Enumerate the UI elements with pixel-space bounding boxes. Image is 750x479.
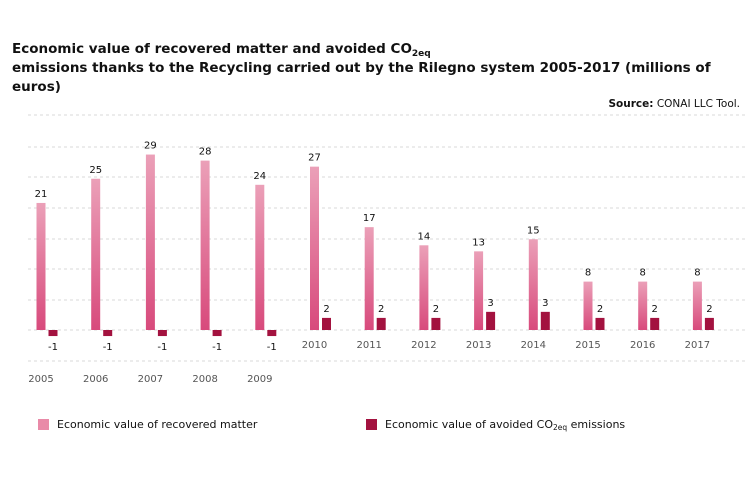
value-label-avoided: -1 xyxy=(267,342,277,353)
bar-recovered xyxy=(91,178,101,330)
value-label-avoided: -1 xyxy=(212,342,222,353)
source-label: Source: xyxy=(608,98,654,110)
value-label-avoided: -1 xyxy=(103,342,113,353)
bar-recovered xyxy=(200,160,210,330)
value-label-avoided: 2 xyxy=(433,304,439,315)
x-tick-label: 2016 xyxy=(630,340,655,351)
x-tick-label: 2011 xyxy=(356,340,381,351)
bar-recovered xyxy=(364,227,374,330)
source-text: CONAI LLC Tool. xyxy=(656,98,740,110)
value-label-avoided: 2 xyxy=(706,304,712,315)
title-line1: Economic value of recovered matter and a… xyxy=(12,41,431,59)
bar-avoided xyxy=(704,317,714,330)
bar-avoided xyxy=(486,311,496,330)
value-label-recovered: 8 xyxy=(585,268,591,279)
value-label-recovered: 14 xyxy=(418,231,431,242)
bar-avoided xyxy=(103,330,113,337)
value-label-avoided: 2 xyxy=(323,304,329,315)
x-tick-label: 2012 xyxy=(411,340,436,351)
x-tick-label: 2009 xyxy=(247,374,272,385)
bar-recovered xyxy=(692,281,702,330)
legend-item-recovered: Economic value of recovered matter xyxy=(38,418,257,431)
bar-avoided xyxy=(540,311,550,330)
value-label-avoided: -1 xyxy=(48,342,58,353)
chart-title: Economic value of recovered matter and a… xyxy=(12,40,742,97)
bar-avoided xyxy=(157,330,167,337)
value-label-avoided: 3 xyxy=(487,298,493,309)
value-label-recovered: 8 xyxy=(640,268,646,279)
title-line2: emissions thanks to the Recycling carrie… xyxy=(12,60,711,95)
bar-avoided xyxy=(212,330,222,337)
bar-recovered xyxy=(419,245,429,330)
x-tick-label: 2017 xyxy=(685,340,710,351)
bar-avoided xyxy=(431,317,441,330)
series-avoided-emissions xyxy=(48,311,714,337)
value-label-recovered: 29 xyxy=(144,141,157,152)
x-tick-label: 2005 xyxy=(28,374,53,385)
x-tick-label: 2006 xyxy=(83,374,108,385)
x-axis-ticks: 2005 2006 2007 2008 2009 2010 2011 2012 2013 2014… xyxy=(28,340,710,385)
value-label-recovered: 24 xyxy=(253,171,266,182)
value-label-recovered: 28 xyxy=(199,147,212,158)
value-label-avoided: 2 xyxy=(652,304,658,315)
value-label-recovered: 13 xyxy=(472,237,485,248)
bar-avoided xyxy=(376,317,386,330)
x-tick-label: 2013 xyxy=(466,340,491,351)
legend-swatch-recovered xyxy=(38,419,49,430)
value-label-recovered: 17 xyxy=(363,213,376,224)
bar-avoided xyxy=(322,317,331,330)
value-label-recovered: 27 xyxy=(308,153,321,164)
bar-recovered xyxy=(474,251,484,330)
bar-recovered xyxy=(638,281,648,330)
bar-recovered xyxy=(528,239,538,330)
value-label-recovered: 21 xyxy=(35,189,48,200)
bar-avoided xyxy=(650,317,660,330)
bar-recovered xyxy=(36,202,46,330)
legend-label-recovered: Economic value of recovered matter xyxy=(57,418,258,431)
x-tick-label: 2008 xyxy=(192,374,217,385)
x-tick-label: 2015 xyxy=(575,340,600,351)
bar-avoided xyxy=(48,330,58,337)
value-label-avoided: -1 xyxy=(157,342,167,353)
bar-recovered xyxy=(583,281,593,330)
value-label-avoided: 2 xyxy=(597,304,603,315)
x-tick-label: 2007 xyxy=(138,374,163,385)
legend-item-avoided: Economic value of avoided CO2eq emission… xyxy=(366,418,625,431)
x-tick-label: 2010 xyxy=(302,340,327,351)
value-label-recovered: 25 xyxy=(89,165,102,176)
source-note: Source: CONAI LLC Tool. xyxy=(609,98,741,110)
value-label-recovered: 8 xyxy=(694,268,700,279)
legend-swatch-avoided xyxy=(366,419,377,430)
value-label-recovered: 15 xyxy=(527,225,540,236)
bar-recovered xyxy=(255,184,265,330)
x-tick-label: 2014 xyxy=(521,340,546,351)
bar-recovered xyxy=(145,154,155,330)
value-label-avoided: 2 xyxy=(378,304,384,315)
value-label-avoided: 3 xyxy=(542,298,548,309)
bar-avoided xyxy=(267,330,277,337)
bar-avoided xyxy=(595,317,605,330)
legend-label-avoided: Economic value of avoided CO2eq emission… xyxy=(385,418,626,432)
series-recovered-matter xyxy=(36,154,702,330)
bar-recovered xyxy=(310,166,319,330)
data-labels: 21-125-129-128-124-127217214213315382828… xyxy=(35,141,713,353)
